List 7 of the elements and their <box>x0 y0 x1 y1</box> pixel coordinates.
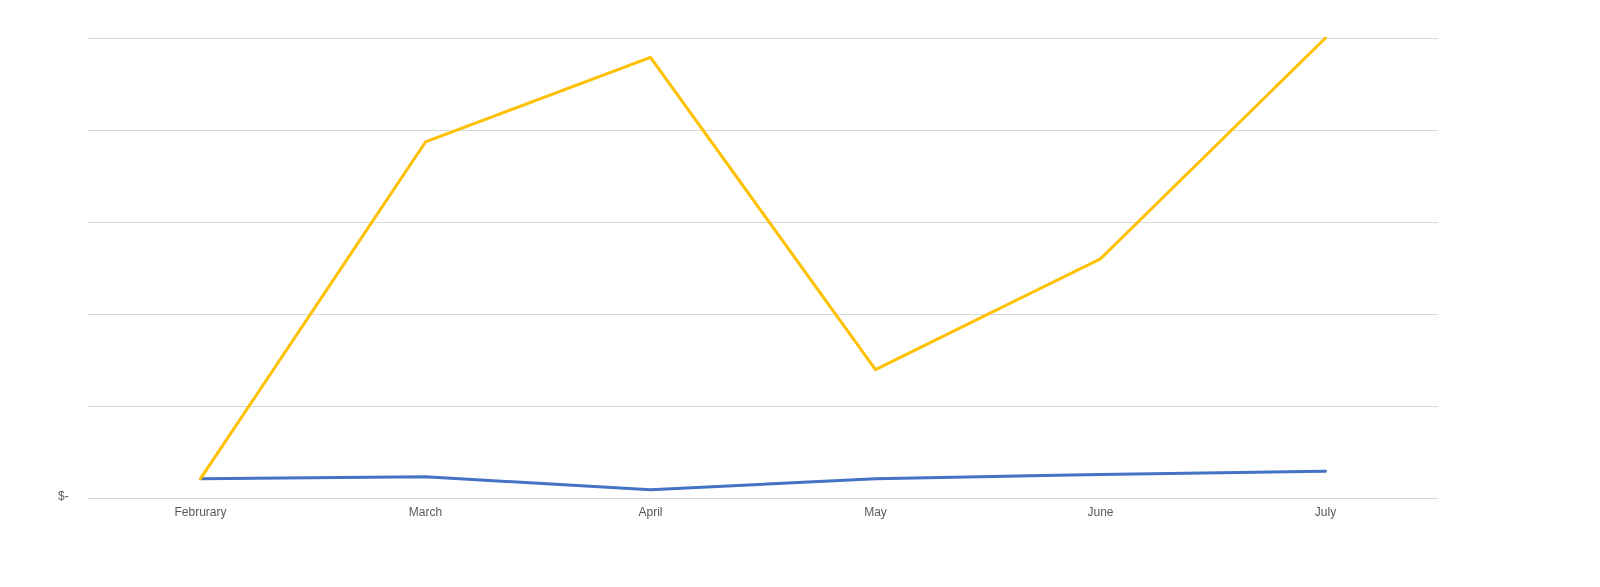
x-tick-label: May <box>864 505 887 519</box>
x-tick-label: Februrary <box>174 505 227 519</box>
x-tick-label: April <box>638 505 663 519</box>
text: $- <box>58 489 69 503</box>
x-tick-label: July <box>1314 505 1337 519</box>
x-tick-label: June <box>1087 505 1114 519</box>
x-tick-label: March <box>408 505 443 519</box>
